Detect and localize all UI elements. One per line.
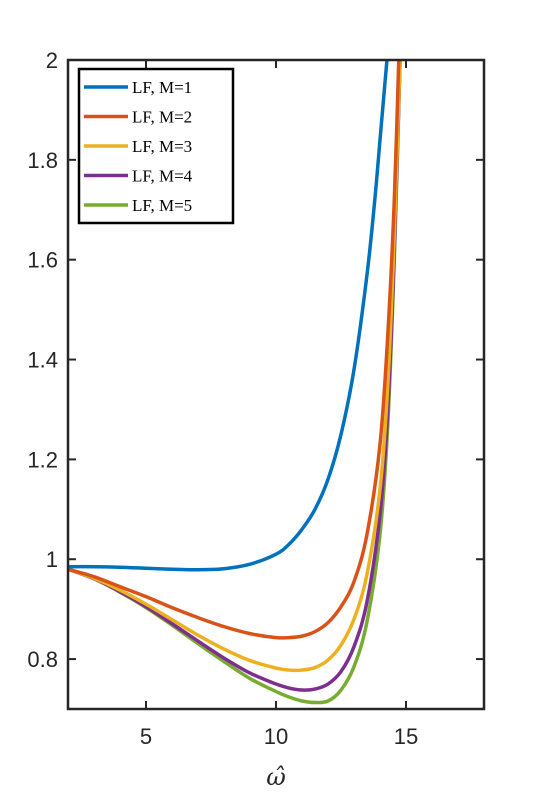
- legend-label-m5: LF, M=5: [132, 196, 192, 215]
- legend-label-m4: LF, M=4: [132, 167, 193, 186]
- y-tick-label: 1.6: [27, 248, 58, 273]
- y-tick-label: 2: [46, 48, 58, 73]
- series-line-m2: [68, 60, 401, 640]
- y-tick-label: 1: [46, 547, 58, 572]
- x-axis-label: ω̂: [266, 763, 286, 791]
- x-tick-label: 10: [264, 724, 288, 749]
- y-tick-label: 0.8: [27, 647, 58, 672]
- series-layer: [68, 60, 402, 705]
- y-tick-label: 1.4: [27, 348, 58, 373]
- legend-label-m1: LF, M=1: [132, 78, 192, 97]
- legend: LF, M=1 LF, M=2 LF, M=3 LF, M=4 LF, M=5: [77, 67, 235, 225]
- legend-label-m3: LF, M=3: [132, 137, 192, 156]
- y-axis: 0.8 1 1.2 1.4 1.6 1.8 2: [27, 48, 484, 672]
- y-tick-label: 1.2: [27, 447, 58, 472]
- legend-label-m2: LF, M=2: [132, 108, 192, 127]
- y-tick-label: 1.8: [27, 148, 58, 173]
- x-tick-label: 5: [140, 724, 152, 749]
- series-line-m3: [68, 60, 402, 673]
- legend-items: LF, M=1 LF, M=2 LF, M=3 LF, M=4 LF, M=5: [84, 78, 193, 215]
- x-axis: 5 10 15: [140, 60, 418, 749]
- series-line-m1: [68, 60, 389, 572]
- x-tick-label: 15: [394, 724, 418, 749]
